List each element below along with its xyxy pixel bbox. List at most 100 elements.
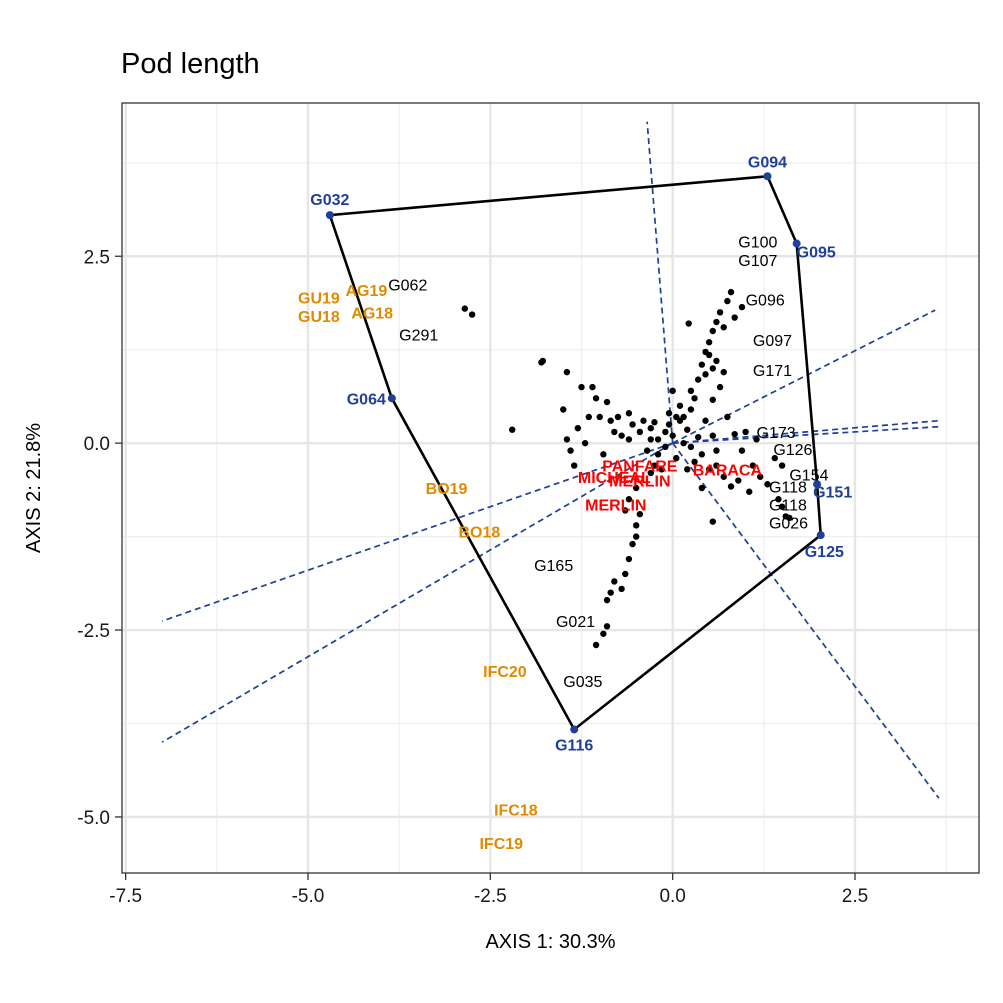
- genotype-point: [709, 365, 716, 372]
- y-tick-label: -2.5: [77, 621, 110, 642]
- environment-label: IFC18: [494, 802, 538, 819]
- genotype-point: [669, 432, 676, 439]
- check-variety-label: BARACA: [693, 462, 763, 479]
- environment-label: AG19: [345, 283, 387, 300]
- sector-ray: [161, 442, 674, 743]
- genotype-point: [756, 473, 764, 480]
- x-tick-label: -7.5: [109, 886, 142, 907]
- genotype-points: [325, 172, 825, 734]
- vertex-point: [387, 394, 396, 403]
- genotype-point: [713, 318, 720, 326]
- genotype-point: [753, 436, 760, 443]
- genotype-point: [571, 462, 578, 469]
- genotype-point: [727, 483, 735, 490]
- genotype-point: [713, 447, 720, 454]
- environment-label: BO19: [426, 481, 468, 498]
- genotype-point: [713, 357, 720, 365]
- genotype-label: G096: [746, 293, 785, 310]
- genotype-point: [560, 406, 567, 413]
- genotype-point: [611, 578, 618, 585]
- genotype-point: [687, 443, 695, 451]
- genotype-point: [720, 324, 727, 331]
- environment-label: GU18: [298, 309, 340, 326]
- genotype-point: [592, 395, 600, 402]
- genotype-label: G118: [769, 497, 807, 514]
- sector-ray: [672, 309, 936, 444]
- y-tick-label: -5.0: [77, 808, 110, 829]
- genotype-point: [647, 424, 654, 432]
- genotype-point: [676, 402, 684, 409]
- check-variety-label: MERLIN: [609, 474, 670, 491]
- vertex-point: [792, 239, 801, 248]
- check-variety-label: MERLIN: [585, 497, 646, 514]
- genotype-point: [702, 371, 709, 378]
- sector-rays: [161, 121, 940, 799]
- genotype-point: [600, 451, 607, 458]
- vertex-label: G116: [555, 737, 593, 754]
- genotype-point: [749, 462, 757, 469]
- genotype-point: [636, 428, 644, 436]
- genotype-point: [563, 368, 571, 376]
- y-tick-label: 0.0: [84, 434, 110, 455]
- genotype-point: [658, 466, 665, 473]
- genotype-point: [709, 327, 716, 335]
- genotype-point: [775, 496, 782, 503]
- genotype-point: [647, 469, 654, 477]
- genotype-label: G021: [556, 614, 595, 631]
- genotype-point: [578, 383, 585, 391]
- sector-ray: [671, 442, 940, 799]
- genotype-point: [574, 424, 582, 432]
- convex-hull: [328, 174, 823, 732]
- genotype-point: [611, 428, 618, 436]
- genotype-point: [713, 462, 720, 469]
- genotype-point: [622, 570, 629, 578]
- genotype-point: [603, 398, 611, 406]
- genotype-label: G107: [738, 253, 777, 270]
- genotype-point: [716, 309, 724, 316]
- vertex-label: G064: [347, 391, 386, 408]
- genotype-point: [618, 585, 625, 593]
- vertex-label: G125: [805, 544, 844, 561]
- genotype-point: [600, 630, 607, 637]
- genotype-point: [629, 540, 636, 548]
- genotype-label: G026: [769, 515, 808, 532]
- genotype-point: [636, 510, 644, 518]
- genotype-label: G173: [757, 425, 796, 442]
- genotype-point: [702, 417, 709, 424]
- genotype-point: [603, 623, 611, 630]
- genotype-point: [647, 436, 654, 443]
- vertex-point: [816, 531, 825, 540]
- genotype-point: [716, 383, 724, 391]
- environment-label: BO18: [458, 524, 500, 541]
- genotype-point: [698, 484, 706, 492]
- genotype-point: [614, 413, 622, 421]
- genotype-point: [640, 417, 647, 424]
- genotype-point: [771, 454, 778, 462]
- vertex-label: G032: [310, 192, 349, 209]
- genotype-point: [509, 426, 516, 433]
- genotype-point: [607, 417, 614, 424]
- vertex-label: G095: [797, 245, 836, 262]
- plot-panel-border: [121, 102, 980, 874]
- genotype-point: [687, 387, 695, 395]
- genotype-point: [684, 426, 691, 433]
- genotype-point: [687, 406, 695, 413]
- vertex-point: [763, 172, 772, 181]
- check-variety-label: MICHEAL: [578, 470, 651, 487]
- genotype-point: [705, 466, 713, 473]
- genotype-point: [786, 514, 793, 522]
- genotype-point: [633, 484, 640, 492]
- genotype-point: [694, 433, 702, 441]
- genotype-point: [705, 351, 713, 359]
- genotype-label: G154: [789, 468, 828, 485]
- genotype-point: [720, 368, 727, 376]
- genotype-point: [778, 503, 786, 510]
- genotype-point: [724, 297, 731, 305]
- y-axis-title: AXIS 2: 21.8%: [23, 423, 45, 553]
- genotype-label: G291: [399, 328, 438, 345]
- genotype-point: [778, 462, 786, 469]
- vertex-point: [570, 725, 579, 734]
- genotype-label: G118: [769, 480, 807, 497]
- genotype-point: [603, 596, 611, 604]
